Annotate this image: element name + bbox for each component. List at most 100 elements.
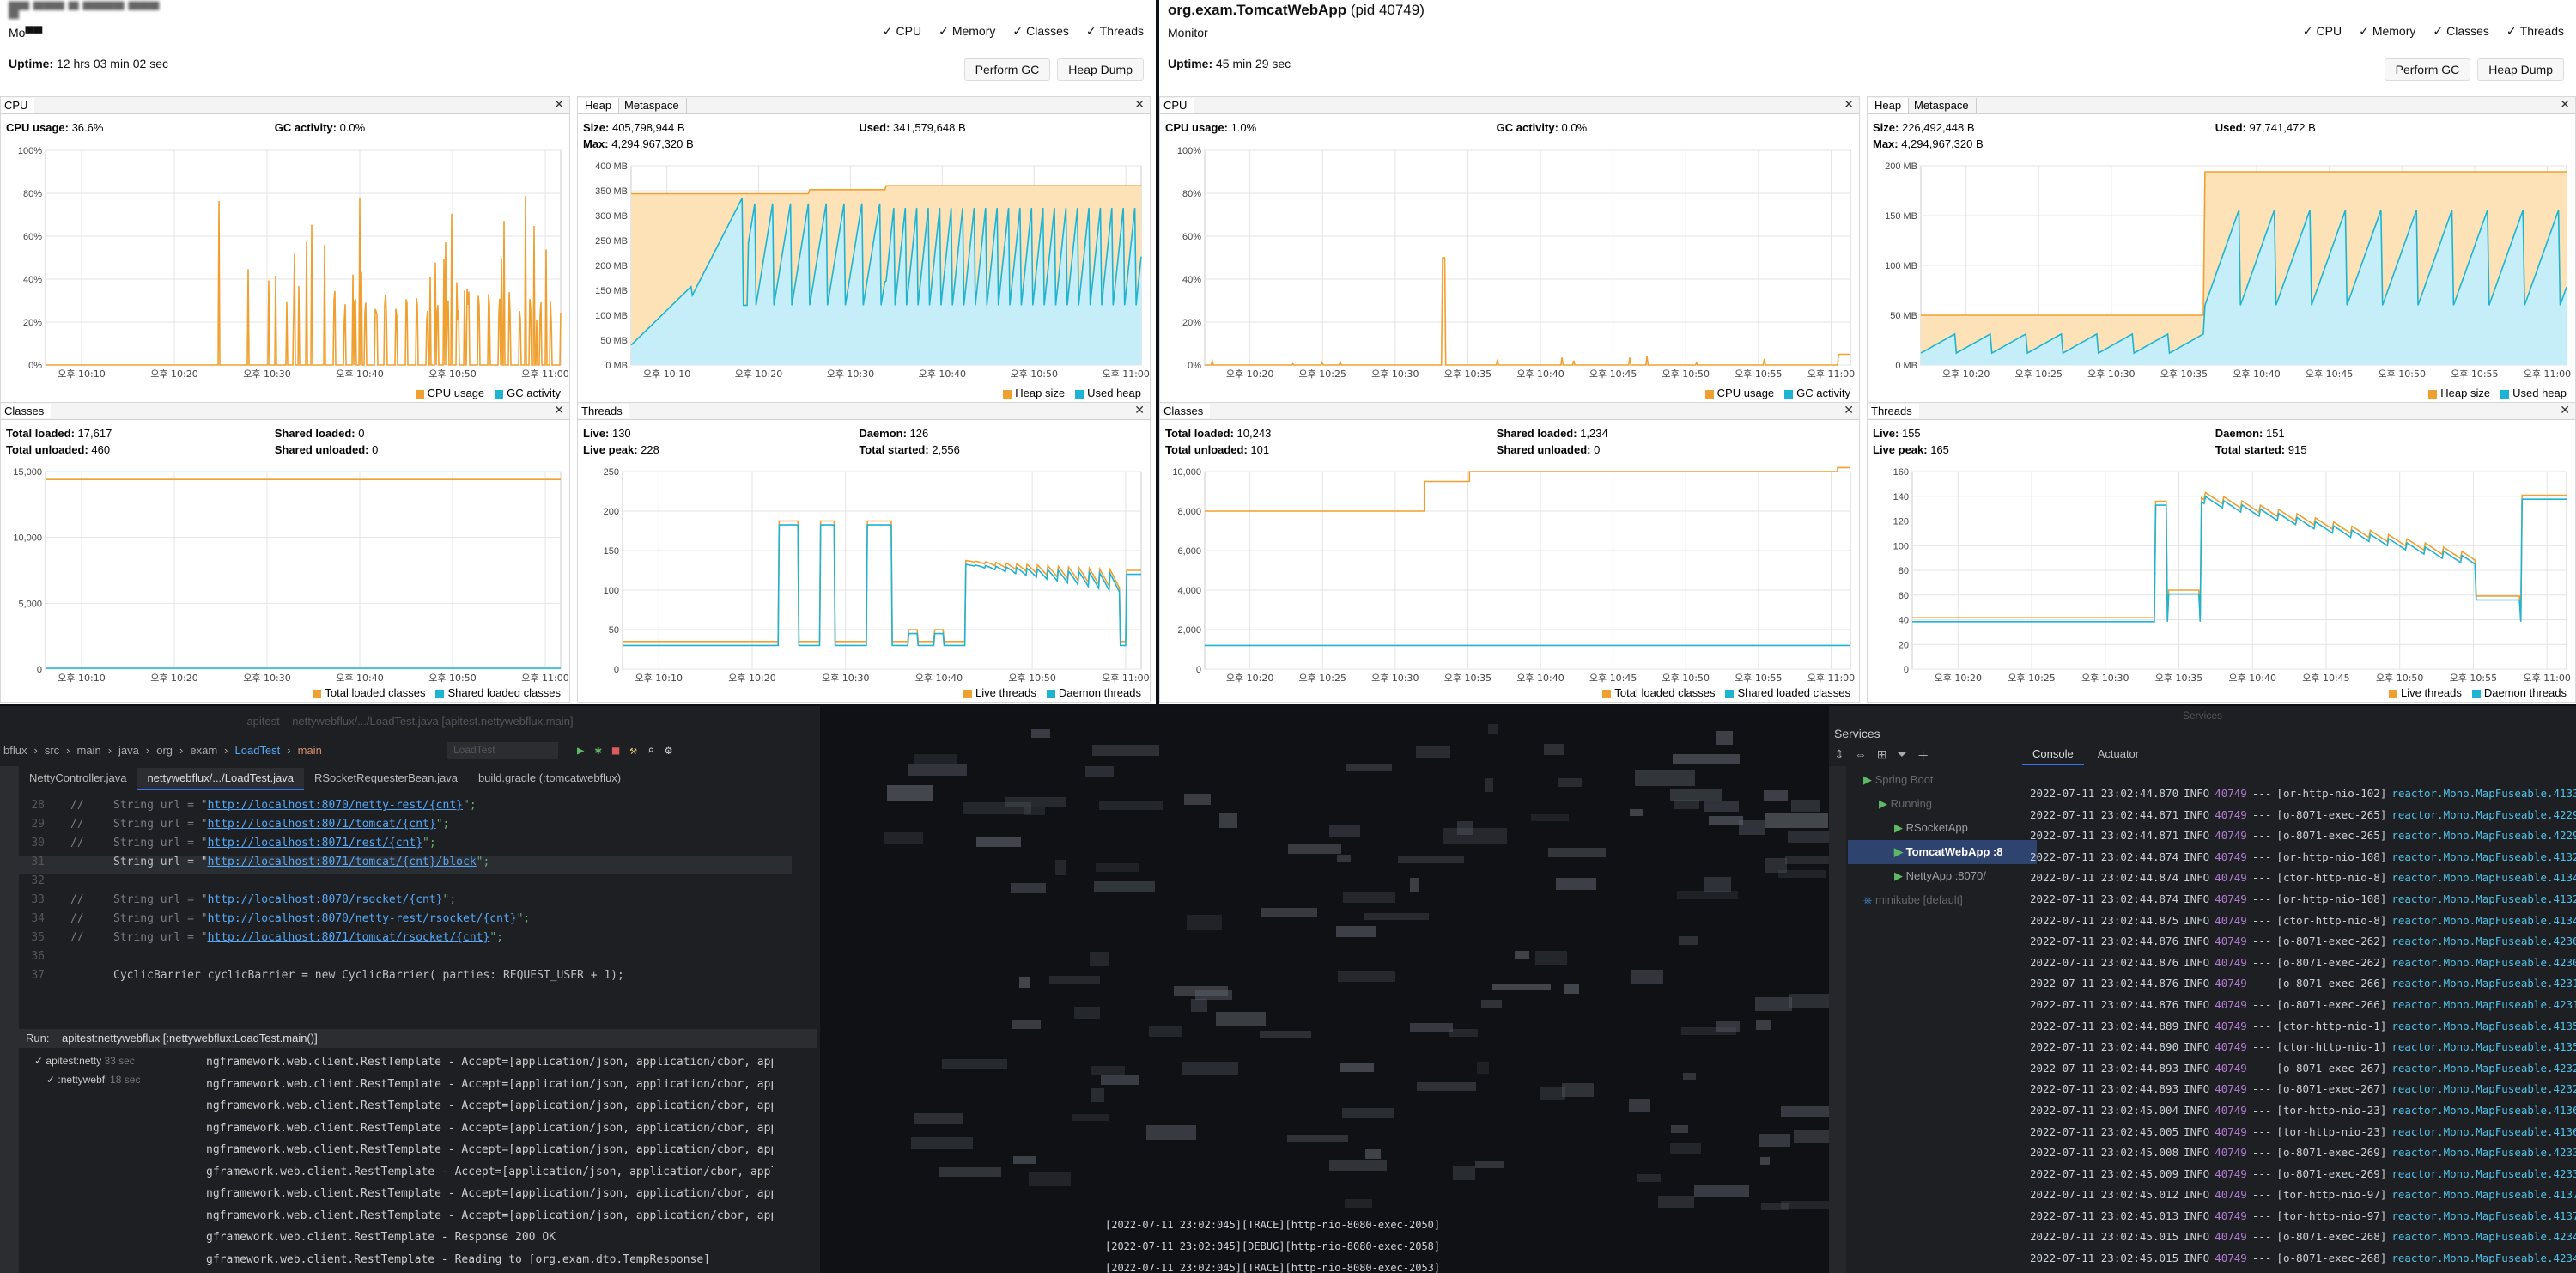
legend-item[interactable]: CPU usage bbox=[1704, 387, 1774, 399]
tab-heap[interactable]: Heap bbox=[1868, 98, 1910, 113]
service-tree-item[interactable]: ▶ NettyApp :8070/ bbox=[1894, 869, 1986, 882]
run-tree-item[interactable]: ✓ :nettywebfl 18 sec bbox=[46, 1074, 141, 1086]
tab-threads[interactable]: Threads bbox=[578, 404, 629, 418]
stat-line: Daemon: 126 bbox=[859, 427, 929, 440]
redacted-block bbox=[1101, 1075, 1139, 1086]
redacted-block bbox=[1340, 1063, 1375, 1073]
legend-item[interactable]: Daemon threads bbox=[2471, 686, 2567, 699]
check-threads[interactable]: ✓ Threads bbox=[1085, 24, 1144, 38]
perform-gc-button[interactable]: Perform GC bbox=[963, 58, 1051, 81]
panel-stats: Shared loaded: 1,234 Shared unloaded: 0 bbox=[1497, 425, 1608, 458]
run-tree-item[interactable]: ✓ apitest:netty 33 sec bbox=[34, 1055, 135, 1067]
legend-item[interactable]: Live threads bbox=[2389, 686, 2462, 699]
run-icon[interactable]: ▶ bbox=[577, 744, 585, 758]
code-editor[interactable]: 28//String url = "http://localhost:8070/… bbox=[19, 799, 792, 1005]
tab-threads[interactable]: Threads bbox=[1868, 404, 1919, 418]
expand-all-icon[interactable]: ⇕ bbox=[1834, 747, 1844, 761]
close-icon[interactable]: ✕ bbox=[2560, 403, 2570, 417]
legend-item[interactable]: Used heap bbox=[2500, 387, 2567, 399]
panel-stats: Daemon: 126 Total started: 2,556 bbox=[859, 425, 960, 458]
service-tree-item[interactable]: ▶ Running bbox=[1879, 797, 1933, 810]
check-classes[interactable]: ✓ Classes bbox=[1012, 24, 1069, 38]
tab-heap[interactable]: Heap bbox=[578, 98, 620, 113]
tab-console[interactable]: Console bbox=[2022, 744, 2084, 765]
redacted-block bbox=[942, 1059, 1008, 1069]
used-heap-series bbox=[630, 198, 1142, 346]
legend-item[interactable]: Total loaded classes bbox=[1602, 686, 1715, 699]
filter-icon[interactable]: ⏷ bbox=[1897, 747, 1907, 761]
run-config-select[interactable]: LoadTest bbox=[447, 742, 558, 759]
classes-panel: Classes ✕ Total loaded: 17,617 Total unload… bbox=[0, 402, 570, 703]
perform-gc-button[interactable]: Perform GC bbox=[2384, 58, 2471, 81]
search-icon[interactable]: ⌕ bbox=[647, 744, 655, 758]
legend-item[interactable]: Live threads bbox=[963, 686, 1036, 699]
redacted-block bbox=[1716, 1020, 1741, 1033]
settings-icon[interactable]: ⚙ bbox=[665, 744, 672, 758]
tab-metaspace[interactable]: Metaspace bbox=[1907, 98, 1977, 113]
legend-item[interactable]: Shared loaded classes bbox=[435, 686, 561, 699]
service-tree-item[interactable]: ▶ RSocketApp bbox=[1894, 821, 1968, 834]
close-icon[interactable]: ✕ bbox=[1134, 403, 1145, 417]
x-tick-label: 오후 10:45 bbox=[1589, 368, 1637, 380]
code-line: 34//String url = "http://localhost:8070/… bbox=[31, 912, 531, 925]
close-icon[interactable]: ✕ bbox=[1134, 97, 1145, 111]
collapse-all-icon[interactable]: ⇔ bbox=[1854, 747, 1867, 761]
x-tick-label: 오후 10:40 bbox=[915, 673, 963, 684]
heap-dump-button[interactable]: Heap Dump bbox=[1057, 58, 1144, 81]
check-classes[interactable]: ✓ Classes bbox=[2433, 24, 2489, 38]
middle-terminal[interactable]: [2022-07-11 23:02:045][TRACE][http-nio-8… bbox=[820, 706, 1829, 1273]
close-icon[interactable]: ✕ bbox=[554, 403, 564, 417]
tab-netty-controller[interactable]: NettyController.java bbox=[29, 771, 127, 784]
build-icon[interactable]: ⚒ bbox=[629, 744, 637, 758]
check-threads[interactable]: ✓ Threads bbox=[2506, 24, 2564, 38]
classes-panel-header: Classes ✕ bbox=[1, 403, 569, 420]
legend-item[interactable]: Daemon threads bbox=[1046, 686, 1141, 699]
legend-item[interactable]: GC activity bbox=[1784, 387, 1850, 399]
close-icon[interactable]: ✕ bbox=[1844, 97, 1854, 111]
legend-item[interactable]: GC activity bbox=[495, 387, 561, 399]
legend-item[interactable]: Total loaded classes bbox=[313, 686, 425, 699]
debug-icon[interactable]: ✱ bbox=[594, 744, 602, 758]
tab-build-gradle[interactable]: build.gradle (:tomcatwebflux) bbox=[477, 771, 622, 784]
legend-item[interactable]: Heap size bbox=[1003, 387, 1065, 399]
legend-item[interactable]: Used heap bbox=[1075, 387, 1141, 399]
y-tick-label: 80 bbox=[1899, 566, 1909, 576]
close-icon[interactable]: ✕ bbox=[2560, 97, 2570, 111]
legend-item[interactable]: Shared loaded classes bbox=[1725, 686, 1850, 699]
console-line: 2022-07-11 23:02:45.015 INFO 40749 --- [o-80… bbox=[2030, 1252, 2576, 1265]
services-console[interactable]: 2022-07-11 23:02:44.870 INFO 40749 --- [or-h… bbox=[2030, 783, 2576, 1273]
x-tick-label: 오후 10:35 bbox=[1444, 368, 1492, 380]
y-tick-label: 100 bbox=[1893, 541, 1909, 551]
run-console[interactable]: ngframework.web.client.RestTemplate - Ac… bbox=[206, 1051, 773, 1273]
tab-classes[interactable]: Classes bbox=[1160, 404, 1211, 418]
tab-cpu[interactable]: CPU bbox=[1, 98, 35, 113]
service-tree-item[interactable]: ▶ Spring Boot bbox=[1863, 773, 1934, 786]
stop-icon[interactable]: ■ bbox=[611, 744, 620, 758]
cpu-usage-series bbox=[46, 196, 562, 366]
legend-item[interactable]: CPU usage bbox=[415, 387, 484, 399]
redacted-block bbox=[1716, 730, 1734, 746]
tab-metaspace[interactable]: Metaspace bbox=[617, 98, 687, 113]
add-service-icon[interactable]: ＋ bbox=[1917, 749, 1929, 763]
close-icon[interactable]: ✕ bbox=[1844, 403, 1854, 417]
panel-stats: Size: 405,798,944 B Max: 4,294,967,320 B bbox=[583, 119, 694, 152]
check-memory[interactable]: ✓ Memory bbox=[939, 24, 996, 38]
service-tree-item[interactable]: ⎈ minikube [default] bbox=[1863, 893, 1963, 906]
heap-dump-button[interactable]: Heap Dump bbox=[2477, 58, 2564, 81]
check-cpu[interactable]: ✓ CPU bbox=[882, 24, 922, 38]
tab-classes[interactable]: Classes bbox=[1, 404, 52, 418]
tab-actuator[interactable]: Actuator bbox=[2097, 747, 2140, 760]
services-title: Services bbox=[2182, 710, 2222, 722]
close-icon[interactable]: ✕ bbox=[554, 97, 564, 111]
service-tree-item[interactable]: ▶ TomcatWebApp :8 bbox=[1848, 840, 2037, 864]
check-cpu[interactable]: ✓ CPU bbox=[2302, 24, 2342, 38]
check-memory[interactable]: ✓ Memory bbox=[2359, 24, 2416, 38]
redacted-block bbox=[1054, 860, 1066, 875]
tab-rsocket-requester[interactable]: RSocketRequesterBean.java bbox=[314, 771, 458, 784]
tab-load-test[interactable]: nettywebflux/.../LoadTest.java bbox=[137, 768, 304, 790]
legend-item[interactable]: Heap size bbox=[2428, 387, 2490, 399]
group-icon[interactable]: ⊞ bbox=[1876, 747, 1887, 761]
run-tab[interactable]: apitest:nettywebflux [:nettywebflux:Load… bbox=[62, 1032, 318, 1045]
tab-cpu[interactable]: CPU bbox=[1160, 98, 1194, 113]
run-tool-window-header: Run: apitest:nettywebflux [:nettywebflux… bbox=[19, 1029, 817, 1048]
